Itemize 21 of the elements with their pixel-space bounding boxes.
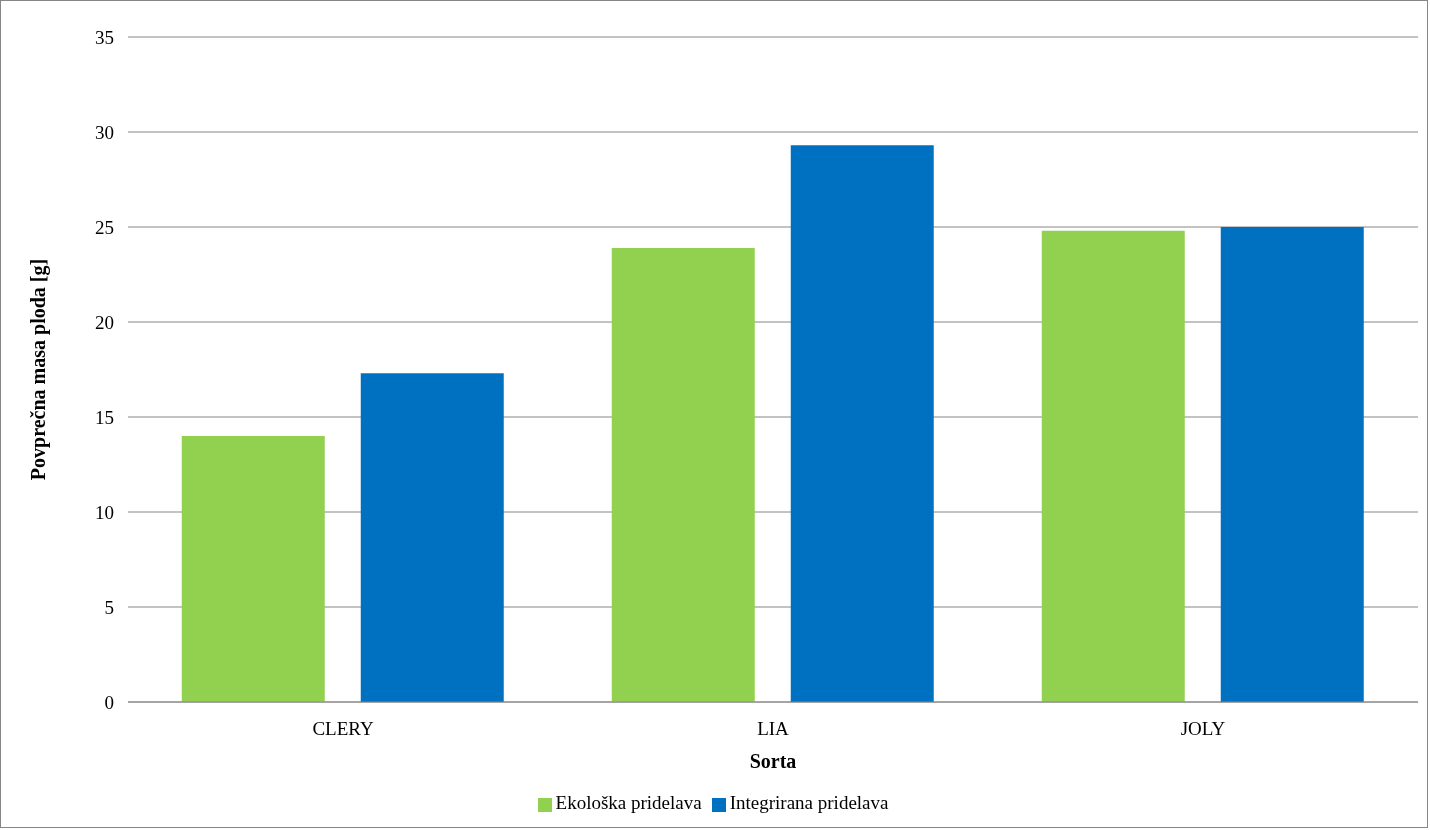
y-tick-label: 0 — [104, 691, 114, 713]
y-axis-title: Povprečna masa ploda [g] — [27, 258, 51, 481]
bar — [1041, 230, 1185, 702]
bar — [360, 373, 504, 702]
y-tick-label: 15 — [95, 406, 114, 428]
legend-label: Integrirana pridelava — [729, 792, 889, 813]
y-tick-label: 25 — [95, 216, 114, 238]
x-tick-label: CLERY — [312, 718, 374, 740]
legend-label: Ekološka pridelava — [555, 792, 702, 813]
bar — [611, 247, 755, 702]
bar — [790, 145, 934, 702]
y-tick-label: 5 — [104, 596, 114, 618]
bar — [181, 436, 325, 702]
bar — [1220, 227, 1364, 702]
x-tick-label: LIA — [757, 718, 790, 740]
x-tick-label: JOLY — [1180, 718, 1226, 740]
y-tick-label: 30 — [95, 121, 114, 143]
y-tick-label: 35 — [95, 26, 114, 48]
y-tick-label: 10 — [95, 501, 114, 523]
x-axis-title: Sorta — [749, 750, 797, 772]
y-tick-label: 20 — [95, 311, 114, 333]
